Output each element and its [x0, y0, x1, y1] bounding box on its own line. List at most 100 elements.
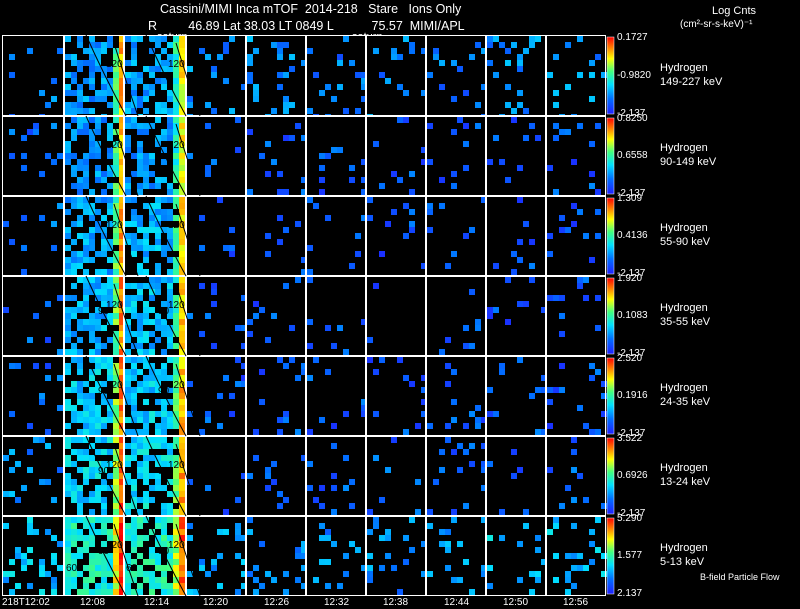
heatmap-panel	[366, 35, 427, 120]
heatmap-cell	[113, 319, 119, 325]
heatmap-cell	[173, 171, 179, 177]
heatmap-cell	[149, 331, 155, 337]
heatmap-cell	[95, 381, 101, 387]
heatmap-cell	[77, 547, 83, 553]
heatmap-cell	[95, 295, 101, 301]
heatmap-panel	[546, 196, 606, 276]
heatmap-cell	[161, 215, 167, 221]
heatmap-cell	[137, 189, 143, 195]
heatmap-panel	[306, 35, 367, 120]
heatmap-cell	[137, 583, 143, 589]
heatmap-cell	[149, 369, 155, 375]
heatmap-cell	[571, 203, 577, 209]
panel-border	[306, 356, 366, 436]
heatmap-cell	[83, 455, 89, 461]
heatmap-cell	[143, 153, 149, 159]
heatmap-cell	[179, 583, 185, 589]
heatmap-cell	[89, 319, 95, 325]
heatmap-cell	[161, 129, 167, 135]
heatmap-cell	[71, 349, 77, 355]
row-species: Hydrogen	[660, 302, 708, 314]
angle-label-90: 90	[158, 386, 170, 397]
heatmap-cell	[499, 535, 505, 541]
heatmap-cell	[179, 36, 185, 42]
heatmap-cell	[77, 485, 83, 491]
heatmap-cell	[571, 565, 577, 571]
heatmap-cell	[119, 559, 125, 565]
heatmap-cell	[179, 517, 185, 523]
row-species: Hydrogen	[660, 61, 708, 74]
heatmap-cell	[475, 102, 481, 108]
heatmap-cell	[451, 577, 457, 583]
heatmap-cell	[571, 497, 577, 503]
heatmap-cell	[77, 429, 83, 435]
heatmap-cell	[77, 36, 83, 42]
heatmap-cell	[143, 307, 149, 313]
colorbar-label-max: 2.520	[617, 353, 643, 364]
heatmap-cell	[101, 449, 107, 455]
heatmap-cell	[179, 473, 185, 479]
heatmap-cell	[577, 209, 583, 215]
heatmap-cell	[95, 437, 101, 443]
heatmap-cell	[179, 429, 185, 435]
heatmap-cell	[187, 96, 193, 102]
heatmap-panel	[306, 436, 366, 516]
heatmap-cell	[143, 183, 149, 189]
heatmap-cell	[77, 571, 83, 577]
heatmap-cell	[319, 503, 325, 509]
heatmap-cell	[101, 78, 107, 84]
heatmap-cell	[119, 84, 125, 90]
heatmap-cell	[125, 197, 131, 203]
heatmap-cell	[167, 277, 173, 283]
heatmap-cell	[511, 251, 517, 257]
heatmap-cell	[119, 221, 125, 227]
heatmap-cell	[101, 343, 107, 349]
panel-border	[64, 436, 124, 516]
heatmap-cell	[601, 503, 607, 509]
heatmap-panel	[426, 196, 487, 276]
heatmap-cell	[247, 517, 253, 523]
heatmap-cell	[137, 141, 143, 147]
heatmap-cell	[481, 417, 487, 423]
heatmap-cell	[101, 251, 107, 257]
heatmap-cell	[113, 251, 119, 257]
heatmap-cell	[283, 189, 289, 195]
heatmap-cell	[107, 375, 113, 381]
heatmap-cell	[113, 485, 119, 491]
heatmap-panel	[546, 116, 606, 196]
heatmap-cell	[155, 263, 161, 269]
heatmap-cell	[143, 171, 149, 177]
heatmap-cell	[155, 583, 161, 589]
heatmap-cell	[179, 307, 185, 313]
heatmap-panel	[64, 276, 125, 356]
heatmap-cell	[307, 429, 313, 435]
heatmap-panel	[124, 196, 186, 276]
heatmap-cell	[83, 319, 89, 325]
heatmap-cell	[307, 197, 313, 203]
panel-border	[366, 35, 426, 116]
heatmap-cell	[247, 72, 253, 78]
heatmap-cell	[167, 209, 173, 215]
colorbar-label-min: -2.137	[617, 508, 646, 519]
heatmap-cell	[71, 239, 77, 245]
heatmap-cell	[427, 72, 433, 78]
heatmap-cell	[45, 153, 51, 159]
heatmap-cell	[65, 571, 71, 577]
heatmap-cell	[83, 289, 89, 295]
heatmap-cell	[95, 90, 101, 96]
heatmap-cell	[179, 485, 185, 491]
heatmap-cell	[331, 147, 337, 153]
heatmap-cell	[143, 357, 149, 363]
heatmap-cell	[445, 565, 451, 571]
heatmap-cell	[241, 343, 247, 349]
heatmap-cell	[131, 153, 137, 159]
heatmap-cell	[155, 565, 161, 571]
heatmap-cell	[119, 171, 125, 177]
heatmap-cell	[547, 233, 553, 239]
heatmap-cell	[137, 239, 143, 245]
heatmap-cell	[343, 553, 349, 559]
heatmap-cell	[367, 357, 373, 363]
heatmap-cell	[119, 437, 125, 443]
heatmap-cell	[143, 177, 149, 183]
heatmap-cell	[373, 283, 379, 289]
